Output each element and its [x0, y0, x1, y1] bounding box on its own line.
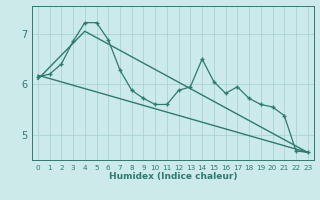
X-axis label: Humidex (Indice chaleur): Humidex (Indice chaleur)	[108, 172, 237, 181]
